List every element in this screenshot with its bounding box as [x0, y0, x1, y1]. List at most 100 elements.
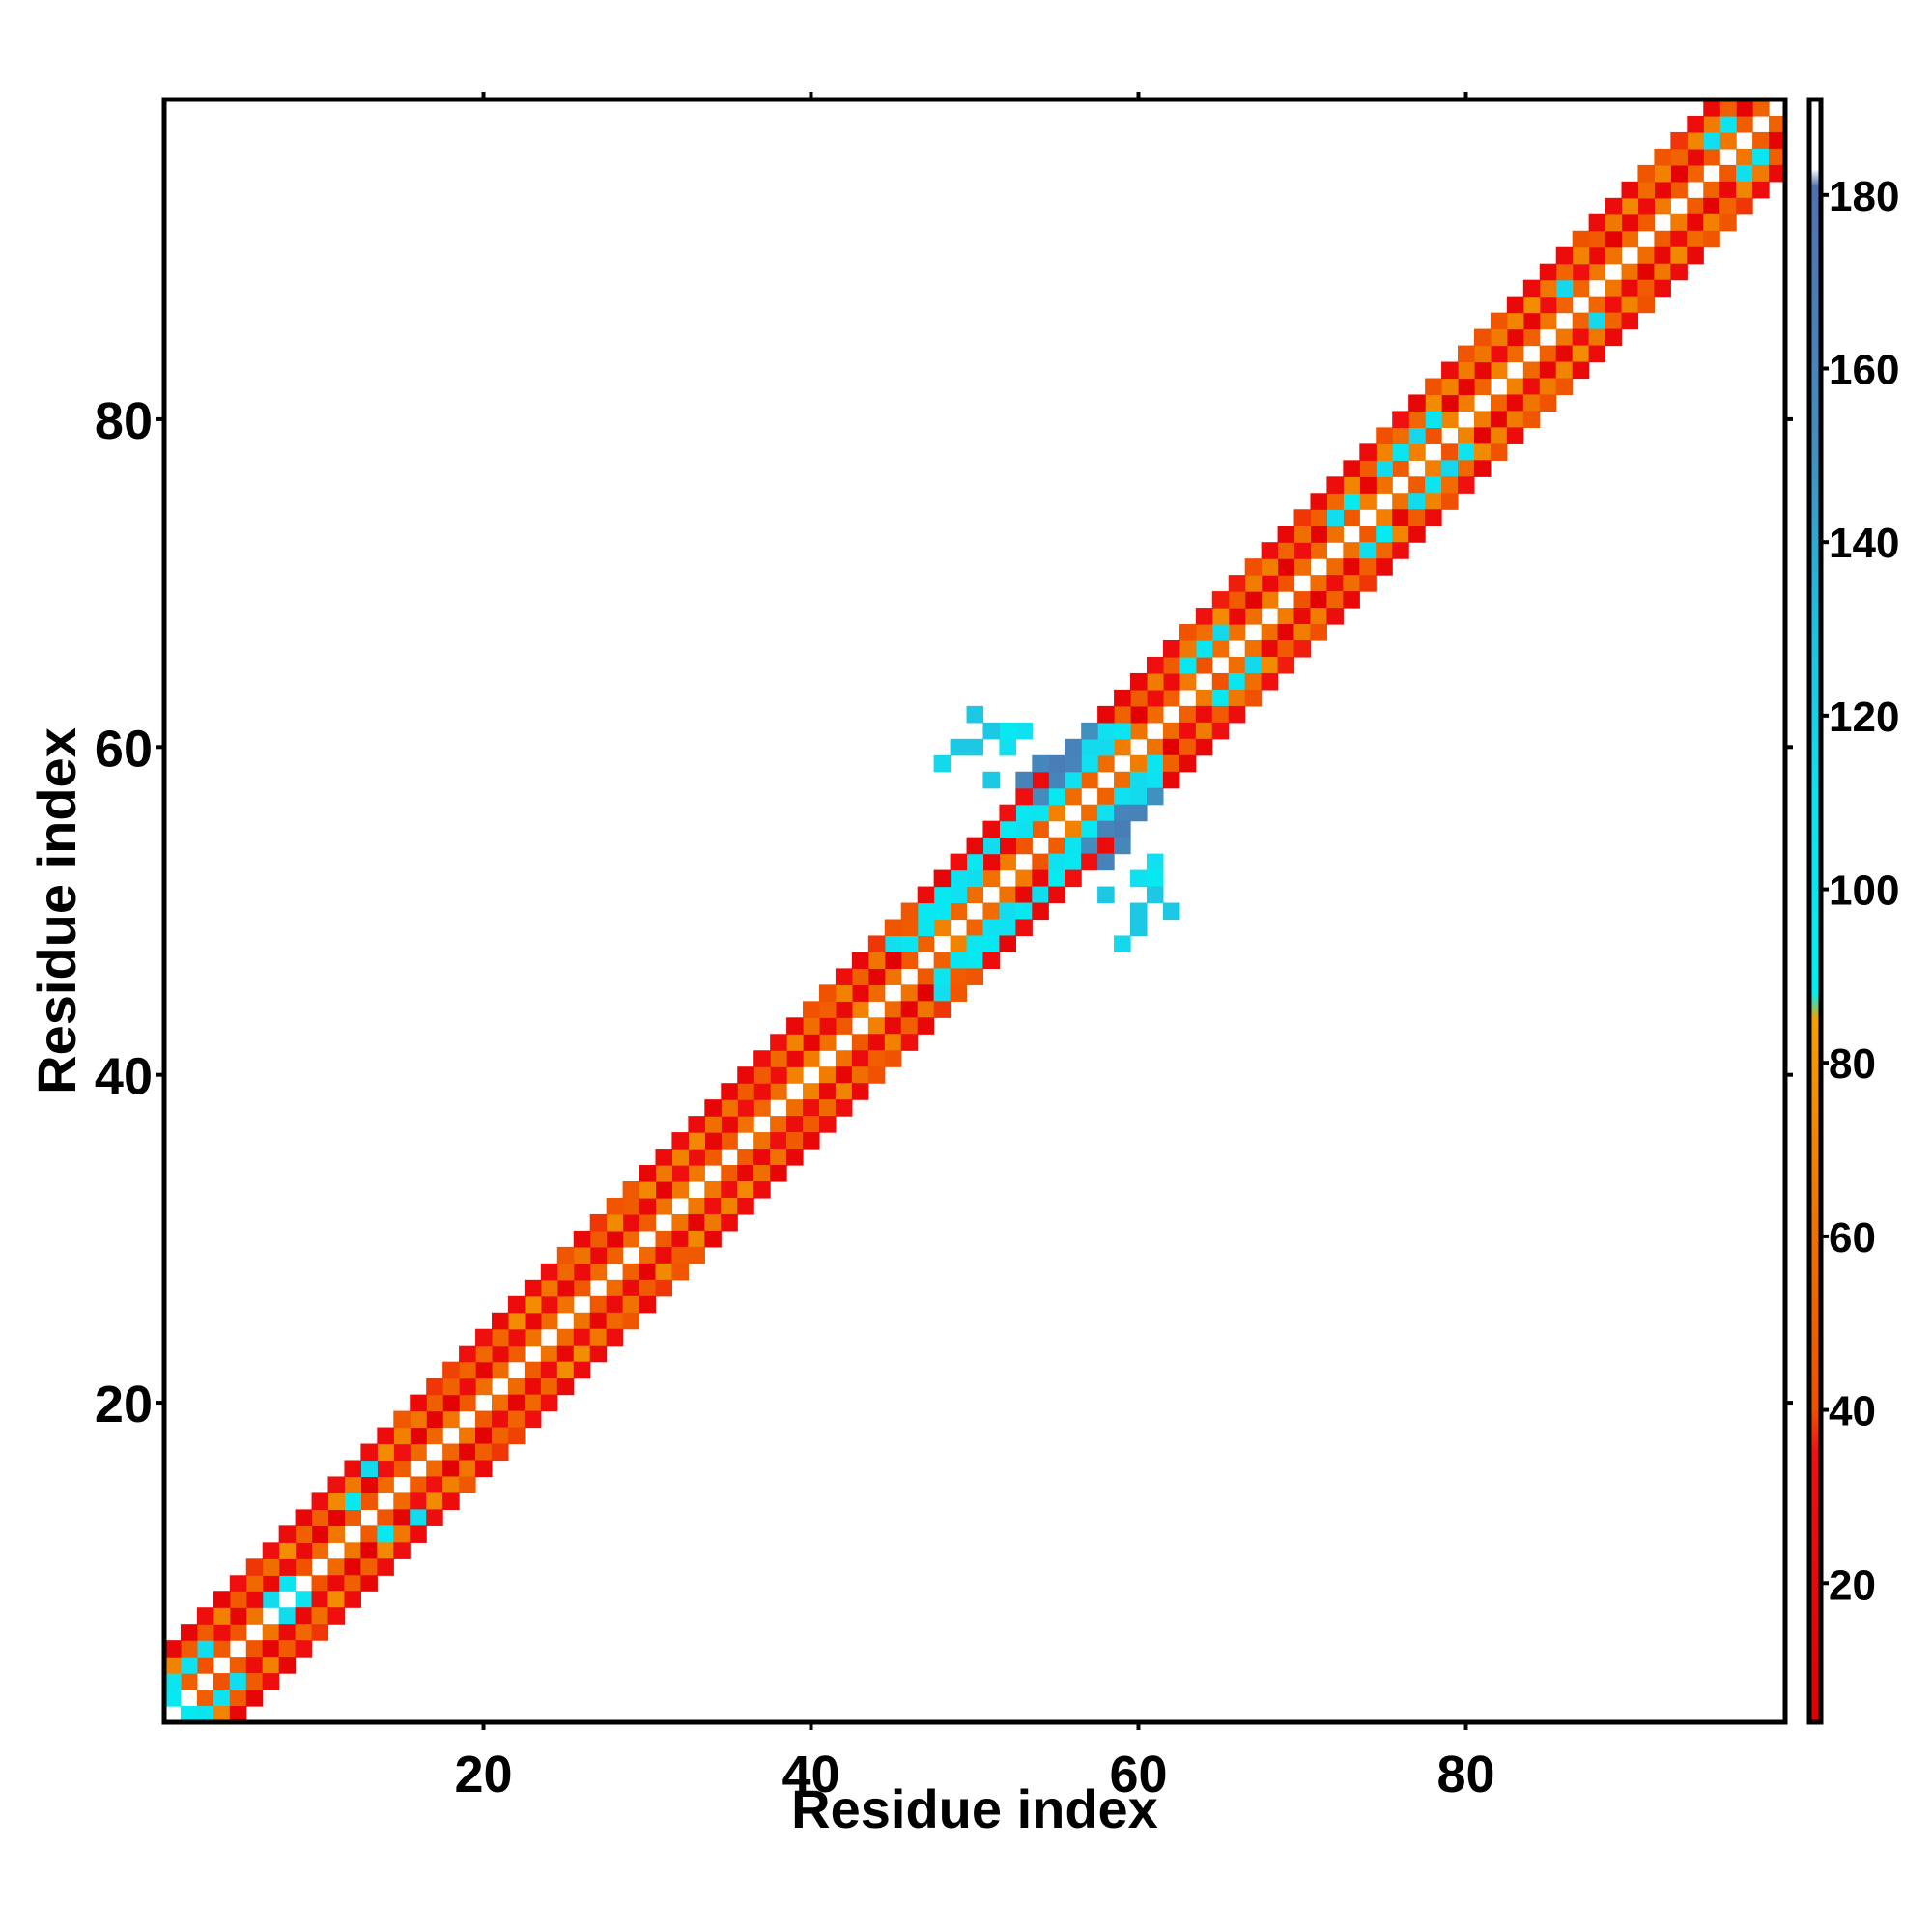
- heatmap-cell: [1359, 542, 1377, 559]
- heatmap-cell: [540, 1295, 558, 1314]
- heatmap-cell: [1670, 213, 1688, 232]
- heatmap-cell: [933, 968, 952, 985]
- heatmap-cell: [688, 1149, 705, 1166]
- heatmap-cell: [1736, 181, 1753, 199]
- heatmap-cell: [1719, 197, 1737, 215]
- heatmap-cell: [196, 1706, 214, 1723]
- heatmap-cell: [1555, 378, 1574, 396]
- heatmap-cell: [1769, 131, 1786, 150]
- heatmap-cell: [1081, 853, 1098, 871]
- heatmap-cell: [1736, 115, 1753, 133]
- heatmap-cell: [1621, 263, 1639, 281]
- heatmap-cell: [1048, 886, 1065, 904]
- heatmap-cell: [704, 1181, 722, 1199]
- heatmap-cell: [426, 1394, 443, 1412]
- heatmap-cell: [1343, 509, 1360, 526]
- heatmap-cell: [1719, 131, 1737, 150]
- heatmap-cell: [1162, 722, 1180, 740]
- heatmap-cell: [803, 1099, 820, 1117]
- heatmap-cell: [950, 869, 968, 888]
- heatmap-cell: [655, 1246, 673, 1264]
- heatmap-cell: [589, 1328, 608, 1347]
- heatmap-cell: [1179, 754, 1197, 773]
- heatmap-cell: [1211, 608, 1230, 625]
- heatmap-cell: [573, 1345, 591, 1363]
- heatmap-cell: [884, 1001, 902, 1018]
- heatmap-cell: [1473, 427, 1492, 444]
- heatmap-cell: [655, 1165, 673, 1182]
- heatmap-cell: [1343, 476, 1360, 494]
- heatmap-cell: [655, 1181, 673, 1199]
- heatmap-cell: [491, 1361, 509, 1379]
- heatmap-cell: [1703, 115, 1720, 133]
- heatmap-cell: [1687, 230, 1704, 248]
- heatmap-cell: [753, 1099, 771, 1117]
- heatmap-cell: [1065, 771, 1082, 789]
- heatmap-cell: [540, 1279, 558, 1297]
- heatmap-cell: [1588, 312, 1606, 330]
- heatmap-cell: [933, 952, 952, 969]
- heatmap-cell: [950, 853, 968, 871]
- colorbar-tick-label: 180: [1829, 173, 1899, 220]
- heatmap-cell: [1539, 296, 1557, 314]
- heatmap-cell: [1261, 591, 1279, 609]
- heatmap-cell: [1703, 131, 1720, 150]
- heatmap-cell: [1605, 279, 1623, 298]
- heatmap-cell: [1605, 328, 1623, 347]
- heatmap-cell: [803, 1050, 820, 1067]
- heatmap-cell: [1146, 787, 1164, 806]
- heatmap-cell: [721, 1213, 738, 1232]
- heatmap-cell: [704, 1132, 722, 1150]
- heatmap-cell: [1490, 345, 1508, 363]
- heatmap-cell: [1703, 230, 1720, 248]
- heatmap-cell: [671, 1230, 689, 1248]
- heatmap-cell: [1130, 804, 1148, 822]
- heatmap-cell: [1277, 542, 1295, 559]
- heatmap-cell: [196, 1640, 214, 1658]
- heatmap-cell: [1130, 902, 1148, 921]
- heatmap-cell: [688, 1165, 705, 1182]
- heatmap-cell: [1097, 787, 1115, 806]
- heatmap-cell: [311, 1591, 329, 1608]
- heatmap-cell: [393, 1443, 411, 1462]
- heatmap-cell: [1539, 312, 1557, 330]
- heatmap-cell: [606, 1213, 624, 1232]
- heatmap-cell: [459, 1443, 476, 1462]
- heatmap-cell: [1162, 689, 1180, 707]
- heatmap-cell: [278, 1558, 297, 1576]
- heatmap-cell: [1343, 493, 1360, 510]
- heatmap-cell: [475, 1378, 493, 1396]
- heatmap-cell: [1261, 672, 1279, 691]
- heatmap-cell: [803, 1083, 820, 1100]
- heatmap-cell: [1146, 754, 1164, 773]
- heatmap-cell: [1179, 656, 1197, 674]
- heatmap-cell: [1097, 754, 1115, 773]
- heatmap-cell: [1522, 361, 1541, 380]
- heatmap-cell: [262, 1624, 280, 1641]
- heatmap-cell: [1441, 443, 1459, 461]
- heatmap-cell: [213, 1640, 231, 1658]
- y-tick-label: 60: [95, 720, 153, 778]
- heatmap-cell: [1703, 99, 1720, 117]
- heatmap-cell: [1588, 296, 1606, 314]
- heatmap-cell: [1392, 411, 1409, 428]
- heatmap-cell: [1261, 656, 1279, 674]
- heatmap-cell: [229, 1673, 247, 1690]
- heatmap-cell: [410, 1525, 427, 1543]
- heatmap-cell: [1522, 328, 1541, 347]
- heatmap-cell: [1719, 213, 1737, 232]
- heatmap-cell: [950, 886, 968, 904]
- heatmap-cell: [180, 1673, 198, 1690]
- heatmap-cell: [1015, 837, 1033, 855]
- x-tick-label: 60: [1109, 1746, 1167, 1804]
- heatmap-cell: [1015, 787, 1033, 806]
- heatmap-cell: [556, 1378, 575, 1396]
- heatmap-cell: [1392, 526, 1409, 543]
- heatmap-cell: [1114, 738, 1131, 756]
- heatmap-cell: [459, 1378, 476, 1396]
- heatmap-cell: [1261, 558, 1279, 576]
- heatmap-cell: [491, 1410, 509, 1429]
- heatmap-cell: [999, 722, 1016, 740]
- heatmap-cell: [573, 1361, 591, 1379]
- heatmap-cell: [573, 1312, 591, 1330]
